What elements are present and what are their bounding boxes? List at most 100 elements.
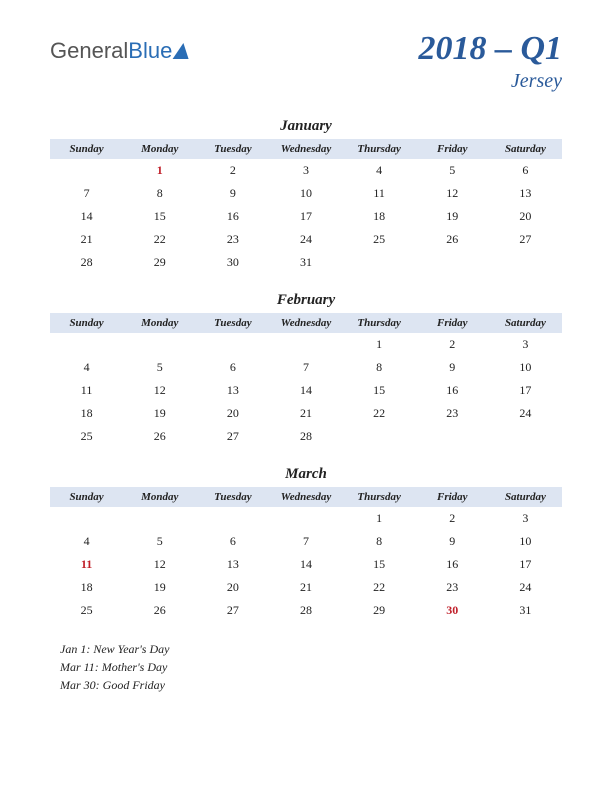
day-header: Tuesday xyxy=(196,313,269,333)
calendar-cell: 5 xyxy=(416,159,489,182)
calendar-cell xyxy=(416,251,489,274)
day-header: Sunday xyxy=(50,487,123,507)
day-header: Saturday xyxy=(489,313,562,333)
logo-text-general: General xyxy=(50,38,128,64)
calendar-cell: 6 xyxy=(196,530,269,553)
calendar-cell: 14 xyxy=(50,205,123,228)
calendar-cell: 10 xyxy=(489,356,562,379)
calendar-cell: 1 xyxy=(343,333,416,356)
calendar-cell: 22 xyxy=(123,228,196,251)
calendar-cell: 20 xyxy=(196,402,269,425)
calendar-cell: 9 xyxy=(416,356,489,379)
calendar-cell: 28 xyxy=(269,425,342,448)
calendar-cell xyxy=(489,425,562,448)
calendar-cell: 21 xyxy=(269,402,342,425)
calendar-cell: 29 xyxy=(123,251,196,274)
calendar-table: SundayMondayTuesdayWednesdayThursdayFrid… xyxy=(50,487,562,622)
calendar-cell: 11 xyxy=(50,379,123,402)
calendar-cell: 17 xyxy=(269,205,342,228)
calendar-cell: 18 xyxy=(343,205,416,228)
holiday-entry: Mar 30: Good Friday xyxy=(60,676,562,694)
calendar-cell: 31 xyxy=(269,251,342,274)
calendar-cell: 8 xyxy=(343,530,416,553)
quarter-title: 2018 – Q1 xyxy=(418,30,562,68)
calendar-cell: 27 xyxy=(196,425,269,448)
calendars-container: JanuarySundayMondayTuesdayWednesdayThurs… xyxy=(50,118,562,622)
calendar-row: 18192021222324 xyxy=(50,402,562,425)
calendar-row: 123456 xyxy=(50,159,562,182)
logo-text-blue: Blue xyxy=(128,38,172,64)
month-block: MarchSundayMondayTuesdayWednesdayThursda… xyxy=(50,466,562,622)
calendar-table: SundayMondayTuesdayWednesdayThursdayFrid… xyxy=(50,313,562,448)
day-header: Sunday xyxy=(50,139,123,159)
calendar-cell: 1 xyxy=(123,159,196,182)
calendar-cell: 14 xyxy=(269,379,342,402)
calendar-cell: 30 xyxy=(196,251,269,274)
calendar-cell: 6 xyxy=(196,356,269,379)
calendar-cell: 3 xyxy=(489,333,562,356)
calendar-cell: 7 xyxy=(269,356,342,379)
calendar-cell: 31 xyxy=(489,599,562,622)
calendar-cell xyxy=(196,507,269,530)
calendar-row: 21222324252627 xyxy=(50,228,562,251)
calendar-cell: 11 xyxy=(50,553,123,576)
calendar-cell: 3 xyxy=(489,507,562,530)
day-header: Wednesday xyxy=(269,139,342,159)
calendar-cell: 26 xyxy=(123,599,196,622)
calendar-cell: 7 xyxy=(269,530,342,553)
calendar-row: 45678910 xyxy=(50,530,562,553)
calendar-cell: 5 xyxy=(123,356,196,379)
calendar-cell: 13 xyxy=(196,379,269,402)
calendar-row: 11121314151617 xyxy=(50,379,562,402)
calendar-cell xyxy=(269,333,342,356)
calendar-cell: 20 xyxy=(489,205,562,228)
day-header: Thursday xyxy=(343,487,416,507)
calendar-cell: 26 xyxy=(416,228,489,251)
calendar-cell: 4 xyxy=(50,356,123,379)
day-header: Tuesday xyxy=(196,139,269,159)
sail-icon xyxy=(173,43,192,59)
calendar-cell: 15 xyxy=(343,553,416,576)
calendar-cell: 4 xyxy=(50,530,123,553)
calendar-cell xyxy=(123,507,196,530)
calendar-cell: 14 xyxy=(269,553,342,576)
month-name: February xyxy=(50,292,562,309)
calendar-cell: 21 xyxy=(269,576,342,599)
calendar-cell: 10 xyxy=(269,182,342,205)
day-header: Monday xyxy=(123,313,196,333)
calendar-cell: 9 xyxy=(196,182,269,205)
calendar-cell: 22 xyxy=(343,402,416,425)
calendar-cell: 23 xyxy=(416,402,489,425)
calendar-cell: 27 xyxy=(196,599,269,622)
day-header: Saturday xyxy=(489,487,562,507)
calendar-cell: 2 xyxy=(416,333,489,356)
calendar-row: 14151617181920 xyxy=(50,205,562,228)
calendar-cell: 17 xyxy=(489,553,562,576)
day-header: Thursday xyxy=(343,313,416,333)
calendar-row: 25262728293031 xyxy=(50,599,562,622)
calendar-cell xyxy=(343,425,416,448)
calendar-cell: 24 xyxy=(269,228,342,251)
day-header: Sunday xyxy=(50,313,123,333)
month-block: JanuarySundayMondayTuesdayWednesdayThurs… xyxy=(50,118,562,274)
calendar-cell: 16 xyxy=(196,205,269,228)
title-block: 2018 – Q1 Jersey xyxy=(418,30,562,93)
day-header: Monday xyxy=(123,139,196,159)
calendar-cell xyxy=(343,251,416,274)
calendar-cell: 27 xyxy=(489,228,562,251)
calendar-cell: 23 xyxy=(416,576,489,599)
calendar-cell: 19 xyxy=(416,205,489,228)
calendar-row: 18192021222324 xyxy=(50,576,562,599)
calendar-cell xyxy=(50,333,123,356)
calendar-cell: 8 xyxy=(343,356,416,379)
calendar-cell: 8 xyxy=(123,182,196,205)
calendar-cell: 13 xyxy=(489,182,562,205)
day-header: Thursday xyxy=(343,139,416,159)
region-title: Jersey xyxy=(418,70,562,93)
month-block: February SundayMondayTuesdayWednesdayThur… xyxy=(50,292,562,448)
calendar-cell: 24 xyxy=(489,402,562,425)
calendar-cell: 28 xyxy=(269,599,342,622)
calendar-row: 45678910 xyxy=(50,356,562,379)
calendar-row: 11121314151617 xyxy=(50,553,562,576)
calendar-cell xyxy=(50,507,123,530)
